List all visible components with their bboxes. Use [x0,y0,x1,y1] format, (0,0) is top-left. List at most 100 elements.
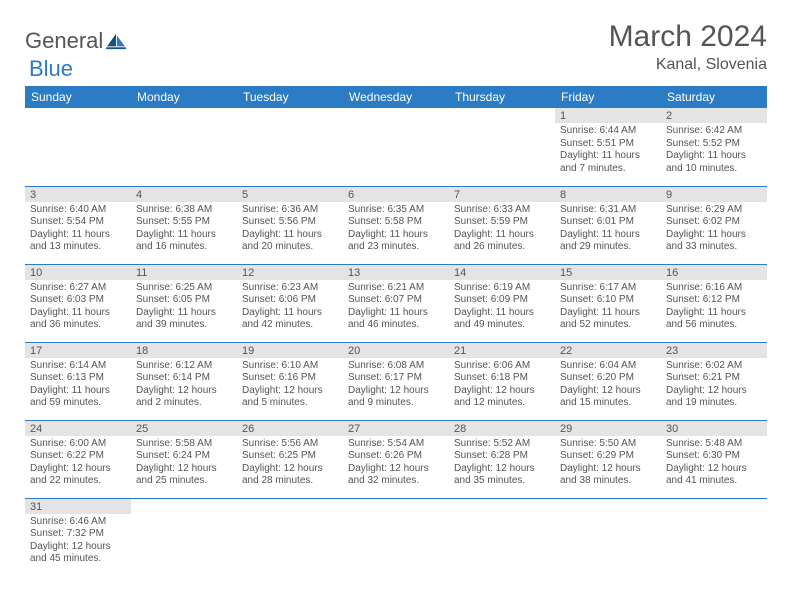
day-details: Sunrise: 5:50 AMSunset: 6:29 PMDaylight:… [555,436,661,491]
weekday-header: Wednesday [343,86,449,108]
calendar-day-cell: 26Sunrise: 5:56 AMSunset: 6:25 PMDayligh… [237,420,343,498]
day-details: Sunrise: 6:27 AMSunset: 6:03 PMDaylight:… [25,280,131,335]
calendar-day-cell: 28Sunrise: 5:52 AMSunset: 6:28 PMDayligh… [449,420,555,498]
day-details: Sunrise: 6:04 AMSunset: 6:20 PMDaylight:… [555,358,661,413]
day-details: Sunrise: 6:35 AMSunset: 5:58 PMDaylight:… [343,202,449,257]
calendar-day-cell: 21Sunrise: 6:06 AMSunset: 6:18 PMDayligh… [449,342,555,420]
calendar-day-cell: 13Sunrise: 6:21 AMSunset: 6:07 PMDayligh… [343,264,449,342]
calendar-body: 1Sunrise: 6:44 AMSunset: 5:51 PMDaylight… [25,108,767,576]
day-number: 25 [131,421,237,436]
day-details: Sunrise: 6:17 AMSunset: 6:10 PMDaylight:… [555,280,661,335]
day-number: 18 [131,343,237,358]
calendar-week-row: 10Sunrise: 6:27 AMSunset: 6:03 PMDayligh… [25,264,767,342]
day-details: Sunrise: 6:02 AMSunset: 6:21 PMDaylight:… [661,358,767,413]
day-details: Sunrise: 5:56 AMSunset: 6:25 PMDaylight:… [237,436,343,491]
day-details: Sunrise: 6:29 AMSunset: 6:02 PMDaylight:… [661,202,767,257]
day-number: 5 [237,187,343,202]
day-details: Sunrise: 6:31 AMSunset: 6:01 PMDaylight:… [555,202,661,257]
day-details: Sunrise: 6:44 AMSunset: 5:51 PMDaylight:… [555,123,661,178]
logo: General [25,28,127,54]
day-number: 14 [449,265,555,280]
calendar-week-row: 17Sunrise: 6:14 AMSunset: 6:13 PMDayligh… [25,342,767,420]
calendar-empty-cell [131,498,237,576]
day-number: 21 [449,343,555,358]
calendar-day-cell: 29Sunrise: 5:50 AMSunset: 6:29 PMDayligh… [555,420,661,498]
calendar-day-cell: 3Sunrise: 6:40 AMSunset: 5:54 PMDaylight… [25,186,131,264]
calendar-day-cell: 15Sunrise: 6:17 AMSunset: 6:10 PMDayligh… [555,264,661,342]
day-details: Sunrise: 6:33 AMSunset: 5:59 PMDaylight:… [449,202,555,257]
calendar-day-cell: 10Sunrise: 6:27 AMSunset: 6:03 PMDayligh… [25,264,131,342]
weekday-header: Tuesday [237,86,343,108]
day-details: Sunrise: 6:42 AMSunset: 5:52 PMDaylight:… [661,123,767,178]
calendar-day-cell: 24Sunrise: 6:00 AMSunset: 6:22 PMDayligh… [25,420,131,498]
weekday-header: Monday [131,86,237,108]
title-block: March 2024 Kanal, Slovenia [609,20,767,74]
day-number: 24 [25,421,131,436]
day-details: Sunrise: 6:12 AMSunset: 6:14 PMDaylight:… [131,358,237,413]
day-details: Sunrise: 5:54 AMSunset: 6:26 PMDaylight:… [343,436,449,491]
calendar-empty-cell [237,498,343,576]
calendar-day-cell: 2Sunrise: 6:42 AMSunset: 5:52 PMDaylight… [661,108,767,186]
sail-icon [105,32,127,50]
calendar-day-cell: 27Sunrise: 5:54 AMSunset: 6:26 PMDayligh… [343,420,449,498]
calendar-table: SundayMondayTuesdayWednesdayThursdayFrid… [25,86,767,576]
day-number: 6 [343,187,449,202]
calendar-day-cell: 20Sunrise: 6:08 AMSunset: 6:17 PMDayligh… [343,342,449,420]
day-details: Sunrise: 6:23 AMSunset: 6:06 PMDaylight:… [237,280,343,335]
day-details: Sunrise: 6:14 AMSunset: 6:13 PMDaylight:… [25,358,131,413]
calendar-week-row: 24Sunrise: 6:00 AMSunset: 6:22 PMDayligh… [25,420,767,498]
day-details: Sunrise: 6:46 AMSunset: 7:32 PMDaylight:… [25,514,131,569]
month-title: March 2024 [609,20,767,54]
day-number: 10 [25,265,131,280]
day-number: 17 [25,343,131,358]
day-details: Sunrise: 5:48 AMSunset: 6:30 PMDaylight:… [661,436,767,491]
calendar-empty-cell [237,108,343,186]
day-number: 12 [237,265,343,280]
calendar-day-cell: 12Sunrise: 6:23 AMSunset: 6:06 PMDayligh… [237,264,343,342]
calendar-empty-cell [661,498,767,576]
calendar-day-cell: 17Sunrise: 6:14 AMSunset: 6:13 PMDayligh… [25,342,131,420]
weekday-header: Sunday [25,86,131,108]
calendar-day-cell: 1Sunrise: 6:44 AMSunset: 5:51 PMDaylight… [555,108,661,186]
day-number: 26 [237,421,343,436]
day-number: 16 [661,265,767,280]
day-number: 3 [25,187,131,202]
calendar-day-cell: 4Sunrise: 6:38 AMSunset: 5:55 PMDaylight… [131,186,237,264]
calendar-day-cell: 18Sunrise: 6:12 AMSunset: 6:14 PMDayligh… [131,342,237,420]
day-details: Sunrise: 6:38 AMSunset: 5:55 PMDaylight:… [131,202,237,257]
day-number: 30 [661,421,767,436]
day-number: 8 [555,187,661,202]
calendar-day-cell: 23Sunrise: 6:02 AMSunset: 6:21 PMDayligh… [661,342,767,420]
location: Kanal, Slovenia [609,56,767,74]
day-number: 29 [555,421,661,436]
day-details: Sunrise: 6:40 AMSunset: 5:54 PMDaylight:… [25,202,131,257]
weekday-header: Saturday [661,86,767,108]
day-number: 15 [555,265,661,280]
day-number: 1 [555,108,661,123]
day-number: 20 [343,343,449,358]
header: General March 2024 Kanal, Slovenia [25,20,767,74]
calendar-day-cell: 5Sunrise: 6:36 AMSunset: 5:56 PMDaylight… [237,186,343,264]
day-details: Sunrise: 5:52 AMSunset: 6:28 PMDaylight:… [449,436,555,491]
calendar-empty-cell [131,108,237,186]
calendar-day-cell: 16Sunrise: 6:16 AMSunset: 6:12 PMDayligh… [661,264,767,342]
calendar-day-cell: 22Sunrise: 6:04 AMSunset: 6:20 PMDayligh… [555,342,661,420]
calendar-day-cell: 11Sunrise: 6:25 AMSunset: 6:05 PMDayligh… [131,264,237,342]
logo-text-1: General [25,28,103,54]
calendar-empty-cell [449,498,555,576]
calendar-empty-cell [343,498,449,576]
calendar-day-cell: 7Sunrise: 6:33 AMSunset: 5:59 PMDaylight… [449,186,555,264]
day-details: Sunrise: 6:21 AMSunset: 6:07 PMDaylight:… [343,280,449,335]
day-number: 22 [555,343,661,358]
day-details: Sunrise: 6:36 AMSunset: 5:56 PMDaylight:… [237,202,343,257]
calendar-day-cell: 6Sunrise: 6:35 AMSunset: 5:58 PMDaylight… [343,186,449,264]
calendar-day-cell: 19Sunrise: 6:10 AMSunset: 6:16 PMDayligh… [237,342,343,420]
calendar-week-row: 1Sunrise: 6:44 AMSunset: 5:51 PMDaylight… [25,108,767,186]
day-details: Sunrise: 5:58 AMSunset: 6:24 PMDaylight:… [131,436,237,491]
calendar-day-cell: 25Sunrise: 5:58 AMSunset: 6:24 PMDayligh… [131,420,237,498]
day-details: Sunrise: 6:00 AMSunset: 6:22 PMDaylight:… [25,436,131,491]
day-number: 27 [343,421,449,436]
day-number: 9 [661,187,767,202]
day-details: Sunrise: 6:06 AMSunset: 6:18 PMDaylight:… [449,358,555,413]
weekday-header: Friday [555,86,661,108]
